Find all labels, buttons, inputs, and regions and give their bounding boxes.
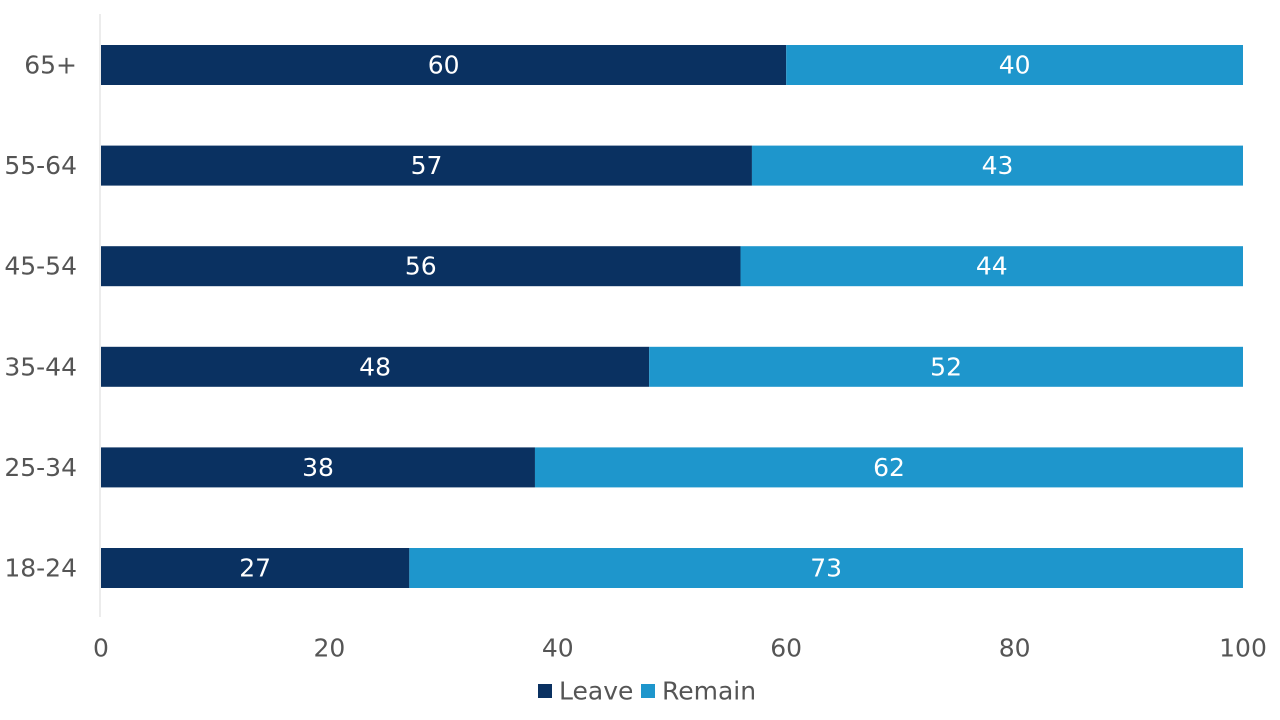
- bar-segment-remain: [751, 145, 1243, 186]
- bar-value-label: 40: [999, 51, 1031, 80]
- bar-segment-remain: [740, 246, 1243, 287]
- bar-value-label: 43: [982, 151, 1014, 180]
- x-tick-label: 20: [313, 634, 345, 663]
- category-labels: 65+ 55-64 45-54 35-44 25-34 18-24: [4, 51, 77, 583]
- category-label: 65+: [24, 51, 77, 80]
- bar-segment-leave: [101, 346, 650, 387]
- bar-segment-remain: [534, 447, 1243, 488]
- legend-label-leave: Leave: [559, 677, 633, 706]
- bar-value-label: 60: [428, 51, 460, 80]
- category-label: 45-54: [4, 252, 77, 281]
- bar-value-label: 57: [411, 151, 443, 180]
- category-label: 25-34: [4, 453, 77, 482]
- bar-segment-leave: [101, 246, 741, 287]
- bar-segment-leave: [101, 548, 410, 588]
- bar-segment-remain: [409, 548, 1244, 588]
- bar-value-label: 27: [239, 554, 271, 583]
- bar-segment-remain: [786, 45, 1243, 85]
- x-tick-label: 0: [93, 634, 109, 663]
- legend-swatch-leave: [538, 684, 552, 698]
- category-label: 35-44: [4, 352, 77, 381]
- bar-segment-remain: [649, 346, 1243, 387]
- bar-value-label: 38: [302, 453, 334, 482]
- bar-value-label: 56: [405, 252, 437, 281]
- legend-swatch-remain: [641, 684, 655, 698]
- bars-layer: 60 40 57 43 56 44 48 52 38 62 27 73: [101, 45, 1244, 588]
- category-label: 18-24: [4, 554, 77, 583]
- bar-segment-leave: [101, 45, 787, 85]
- legend-label-remain: Remain: [662, 677, 756, 706]
- x-tick-label: 40: [542, 634, 574, 663]
- bar-segment-leave: [101, 145, 752, 186]
- bar-value-label: 62: [873, 453, 905, 482]
- bar-segment-leave: [101, 447, 535, 488]
- bar-value-label: 52: [930, 352, 962, 381]
- category-label: 55-64: [4, 151, 77, 180]
- x-tick-label: 80: [999, 634, 1031, 663]
- legend: Leave Remain: [538, 677, 756, 706]
- bar-value-label: 48: [359, 352, 391, 381]
- bar-value-label: 44: [976, 252, 1008, 281]
- x-axis-ticks: 0 20 40 60 80 100: [93, 634, 1267, 663]
- x-tick-label: 100: [1219, 634, 1267, 663]
- x-tick-label: 60: [770, 634, 802, 663]
- bar-value-label: 73: [810, 554, 842, 583]
